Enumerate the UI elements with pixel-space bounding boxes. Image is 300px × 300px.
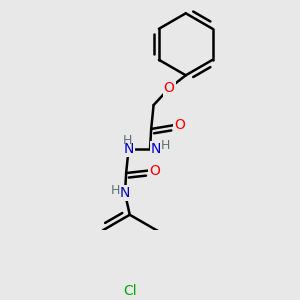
Text: O: O: [149, 164, 160, 178]
Text: Cl: Cl: [123, 284, 136, 298]
Text: H: H: [161, 139, 170, 152]
Text: H: H: [111, 184, 120, 197]
Text: N: N: [123, 142, 134, 156]
Text: N: N: [120, 186, 130, 200]
Text: N: N: [151, 142, 161, 156]
Text: O: O: [174, 118, 185, 132]
Text: O: O: [164, 81, 175, 95]
Text: H: H: [123, 134, 132, 147]
